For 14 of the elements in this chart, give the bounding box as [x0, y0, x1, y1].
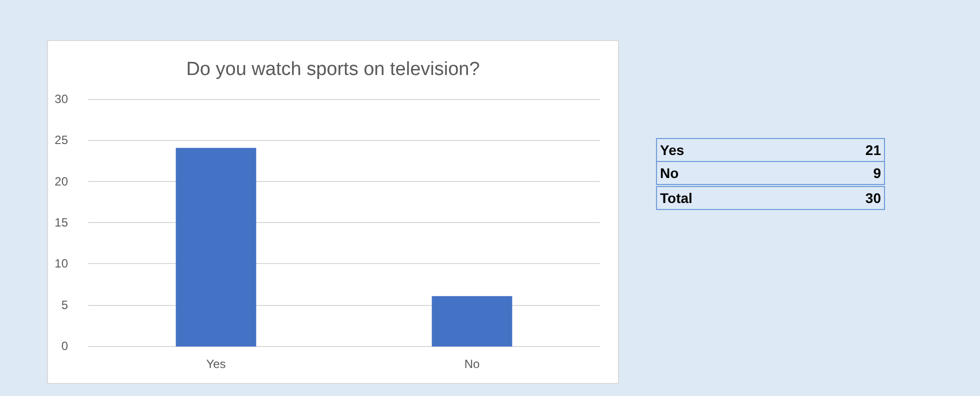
chart-title: Do you watch sports on television? — [186, 59, 480, 80]
category-label: No — [659, 164, 680, 183]
y-tick-label: 20 — [54, 174, 68, 188]
y-tick-label: 30 — [54, 92, 68, 106]
data-label: 30 — [864, 189, 882, 208]
data-label: 9 — [872, 164, 882, 183]
y-tick-label: 25 — [54, 133, 68, 148]
y-tick-label: 10 — [54, 256, 68, 271]
y-tick-label: 5 — [61, 298, 68, 312]
data-label: 21 — [864, 141, 882, 160]
category-label: Yes — [659, 141, 686, 160]
category-label: Total — [659, 189, 694, 208]
y-tick-label: 15 — [54, 216, 68, 230]
y-tick-label: 0 — [61, 339, 68, 353]
